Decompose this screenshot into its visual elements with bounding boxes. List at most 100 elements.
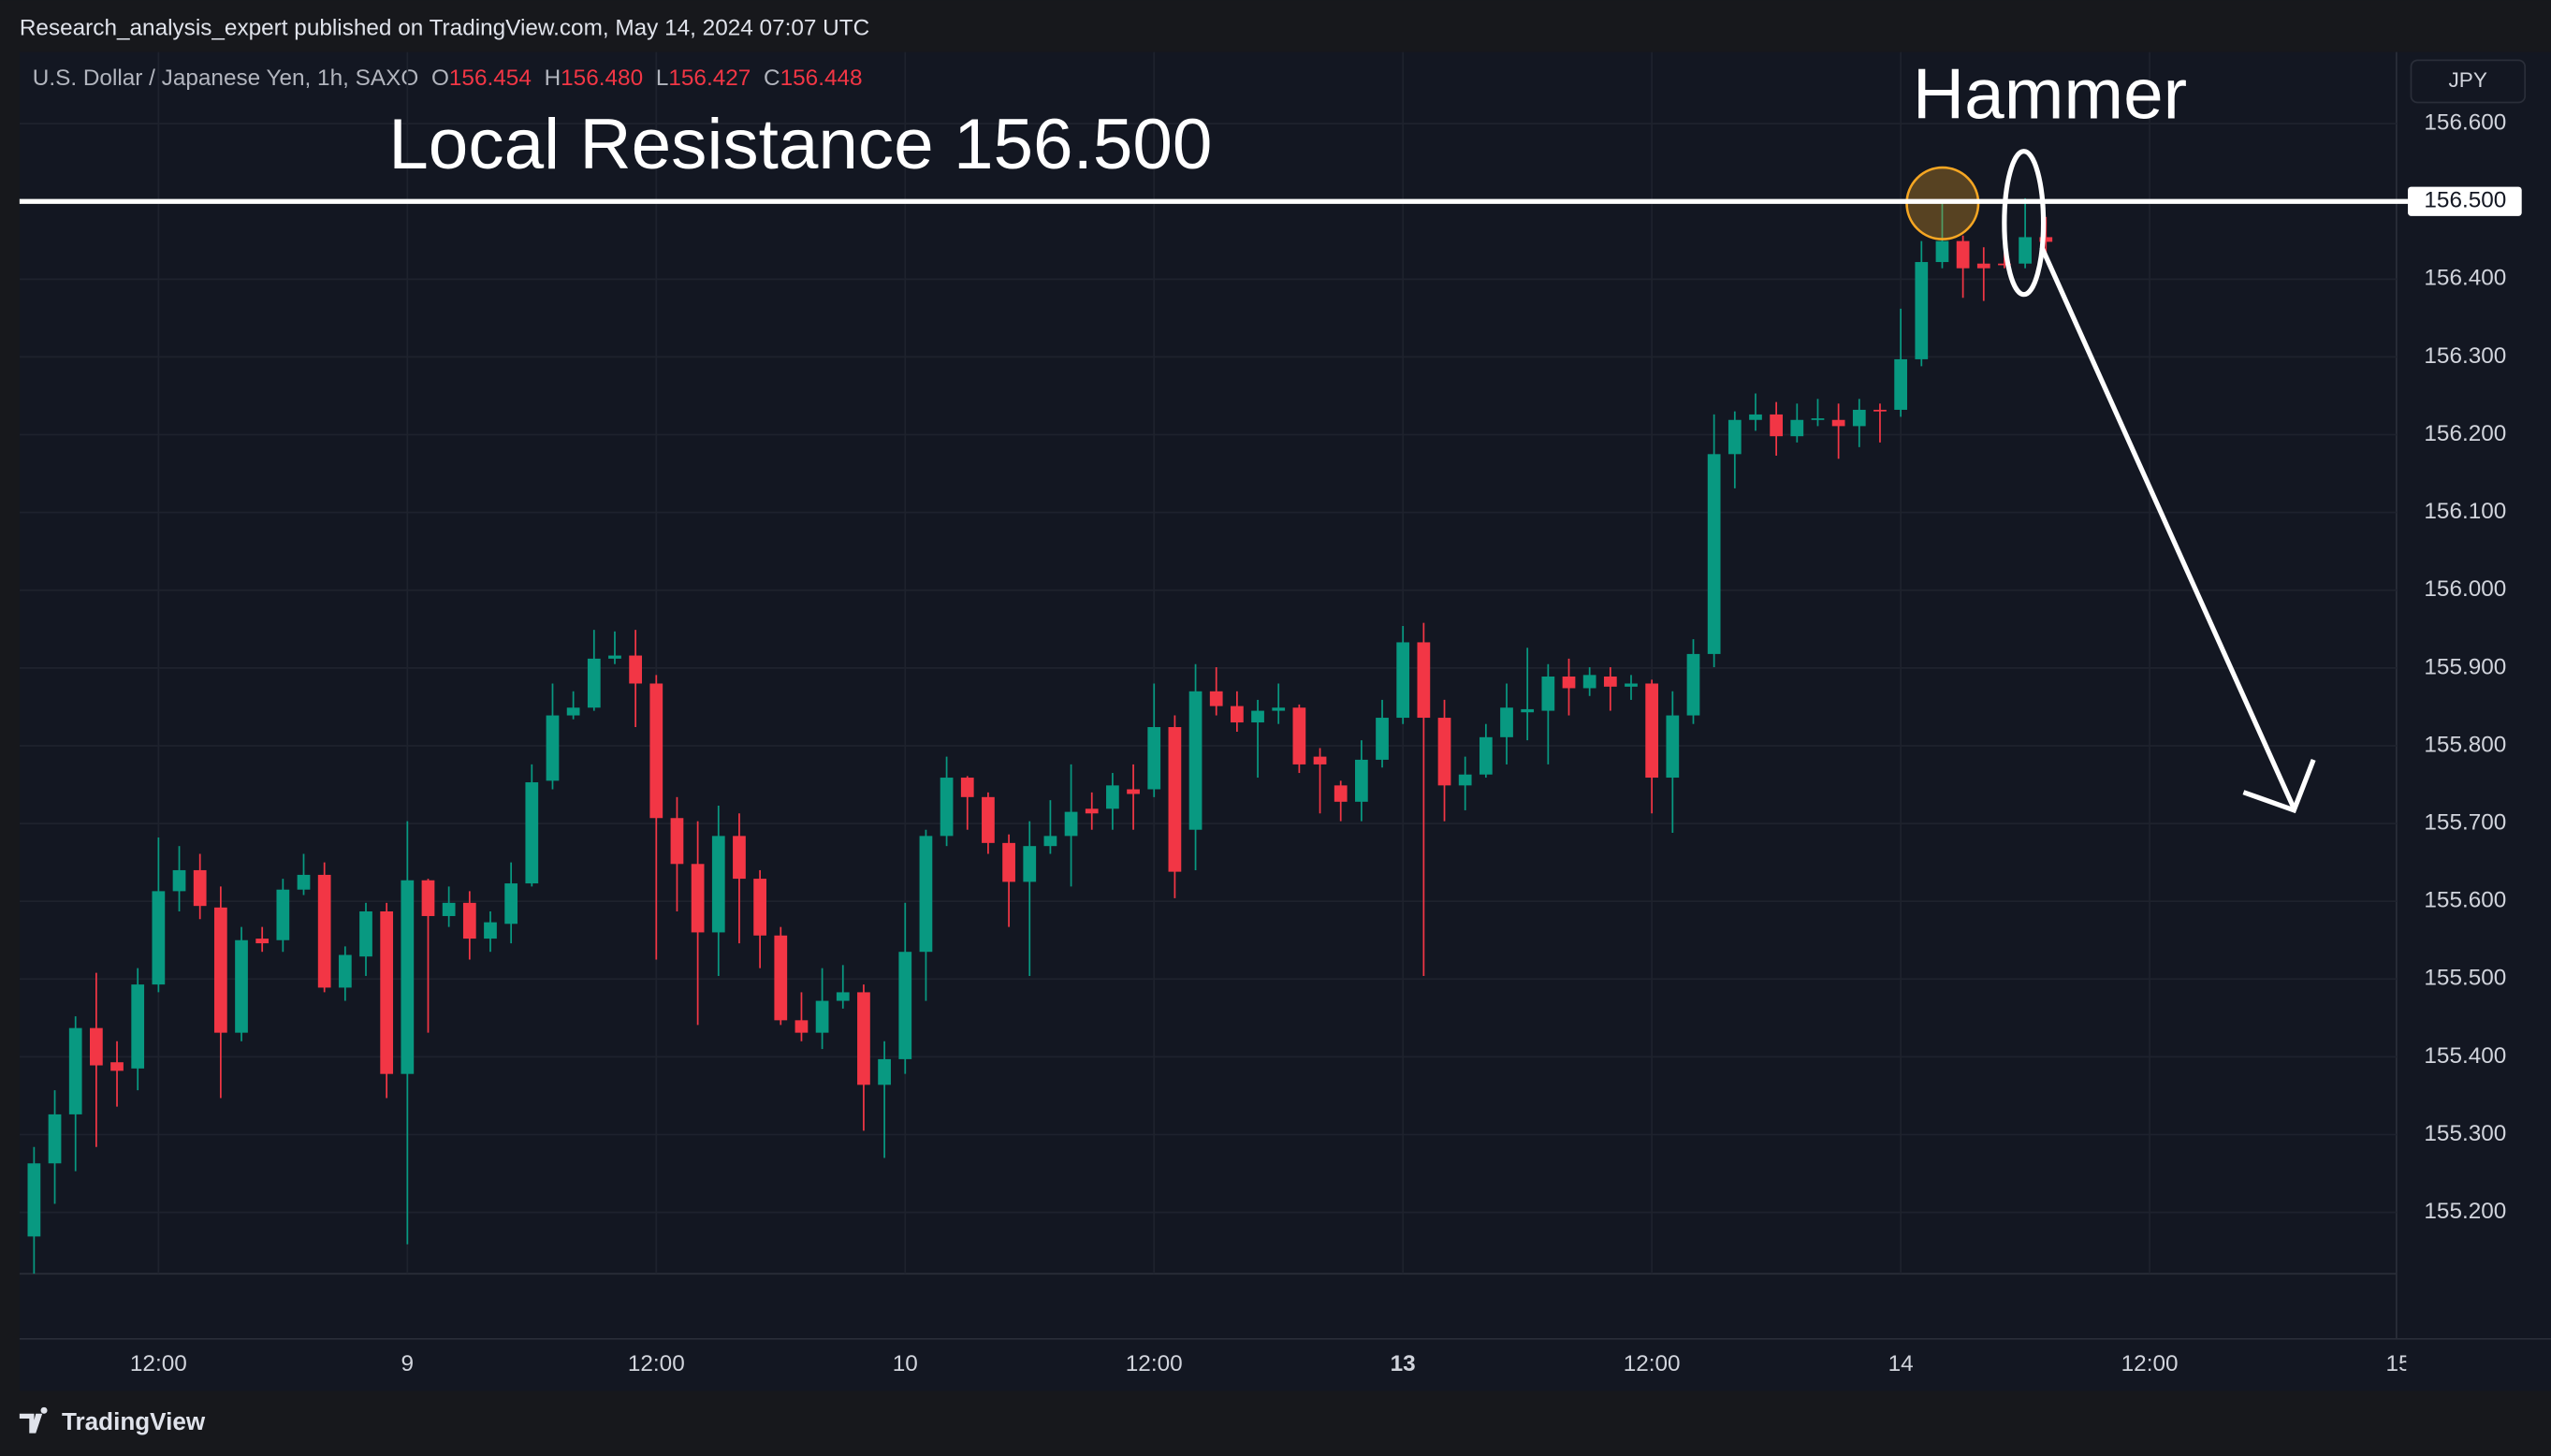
x-tick-label: 12:00 <box>2121 1351 2179 1376</box>
ohlc-value: 156.427 <box>668 66 751 92</box>
candle-body <box>1168 727 1182 872</box>
x-tick-label: 15 <box>2386 1351 2412 1376</box>
candle-body <box>1998 263 2011 266</box>
candle-body <box>255 939 270 944</box>
candle-body <box>1231 706 1244 723</box>
y-tick-label: 155.600 <box>2424 888 2506 913</box>
candle-body <box>1811 418 1825 420</box>
candle-body <box>1831 419 1845 427</box>
candle-body <box>1085 808 1099 814</box>
candle-body <box>317 874 331 988</box>
currency-label[interactable]: JPY <box>2448 68 2486 92</box>
ohlc-key: O <box>431 66 449 92</box>
candle-body <box>1790 419 1804 437</box>
candle-body <box>1313 756 1327 764</box>
candle-body <box>48 1114 62 1164</box>
hammer-ellipse <box>2002 149 2047 298</box>
candle-body <box>462 902 476 939</box>
annotations: 156.500 Local Resistance 156.500 Hammer <box>19 54 2522 814</box>
candle-body <box>1541 677 1555 711</box>
candle-body <box>1935 240 1949 263</box>
candle-body <box>1686 653 1700 716</box>
ohlc-value: 156.480 <box>561 66 643 92</box>
candle-body <box>566 707 580 716</box>
candle-body <box>1770 414 1784 437</box>
candle-body <box>1437 718 1451 786</box>
candle-body <box>152 891 166 985</box>
candle-body <box>525 782 539 884</box>
candle-body <box>1251 710 1264 723</box>
symbol: U.S. Dollar / Japanese Yen, 1h, SAXO <box>33 66 418 92</box>
candle-body <box>815 1000 829 1033</box>
candle-body <box>2039 237 2053 242</box>
candle-body <box>1749 414 1762 420</box>
candle-body <box>1292 707 1306 764</box>
candle-body <box>691 864 705 933</box>
y-tick-label: 155.300 <box>2424 1121 2506 1146</box>
candle-body <box>1417 642 1431 719</box>
candle-body <box>898 952 912 1059</box>
y-tick-label: 155.400 <box>2424 1043 2506 1069</box>
candle-body <box>27 1163 41 1237</box>
candle-body <box>110 1062 124 1071</box>
candle-body <box>235 939 248 1033</box>
y-tick-label: 155.900 <box>2424 654 2506 679</box>
candle-body <box>1188 691 1203 830</box>
candle-body <box>193 869 207 907</box>
candle-body <box>504 883 518 925</box>
candle-body <box>401 880 415 1074</box>
candle-body <box>1334 785 1348 802</box>
x-tick-label: 14 <box>1888 1351 1914 1376</box>
candle-body <box>1209 691 1223 706</box>
candle-body <box>753 879 766 936</box>
ohlc-key: H <box>545 66 561 92</box>
brand-logo <box>19 1406 48 1434</box>
currency-button-box[interactable] <box>2410 59 2527 104</box>
candle-body <box>1500 707 1513 737</box>
candle-body <box>1127 789 1140 794</box>
candle-body <box>1023 846 1037 882</box>
candle-body <box>1354 759 1368 802</box>
candle-body <box>380 910 394 1074</box>
candle-body <box>1562 677 1576 689</box>
resistance-badge-label: 156.500 <box>2424 188 2506 213</box>
candle-body <box>1147 727 1161 790</box>
candle-body <box>1645 683 1659 779</box>
candle-body <box>1582 675 1596 689</box>
candle-body <box>131 984 145 1069</box>
candle-body <box>1479 736 1493 775</box>
resistance-text: Local Resistance 156.500 <box>388 105 1212 184</box>
candle-body <box>1106 785 1119 809</box>
ohlc-value: 156.454 <box>449 66 532 92</box>
ohlc-value: 156.448 <box>780 66 863 92</box>
y-tick-label: 156.300 <box>2424 343 2506 369</box>
y-tick-label: 156.600 <box>2424 110 2506 136</box>
currency-button[interactable]: JPY <box>2410 59 2527 104</box>
candle-body <box>733 836 746 880</box>
time-axis: 12:00 9 12:00 10 12:00 13 12:00 14 12:00 15 <box>130 1351 2412 1376</box>
price-axis: 155.200 155.300 155.400 155.500 155.600 155.7… <box>2424 110 2506 1225</box>
candle-body <box>421 880 435 916</box>
arrow-head <box>2242 758 2316 814</box>
candle-body <box>1727 419 1742 455</box>
x-tick-label: 10 <box>893 1351 918 1376</box>
candle-body <box>940 778 954 837</box>
x-tick-label: 12:00 <box>628 1351 685 1376</box>
candle-body <box>857 992 870 1085</box>
chart-area <box>19 51 2551 1391</box>
candle-body <box>1915 262 1929 359</box>
candle-body <box>794 1020 809 1033</box>
candle-body <box>1603 677 1617 687</box>
candle-body <box>1625 683 1638 687</box>
y-tick-label: 155.500 <box>2424 966 2506 991</box>
candle-body <box>1064 811 1078 837</box>
brand: TradingView <box>62 1407 206 1435</box>
candle-body <box>960 778 974 797</box>
ohlc-key: L <box>656 66 669 92</box>
y-tick-label: 155.200 <box>2424 1199 2506 1224</box>
candle-body <box>359 910 372 957</box>
candle-body <box>649 683 663 819</box>
candle-body <box>89 1027 103 1066</box>
